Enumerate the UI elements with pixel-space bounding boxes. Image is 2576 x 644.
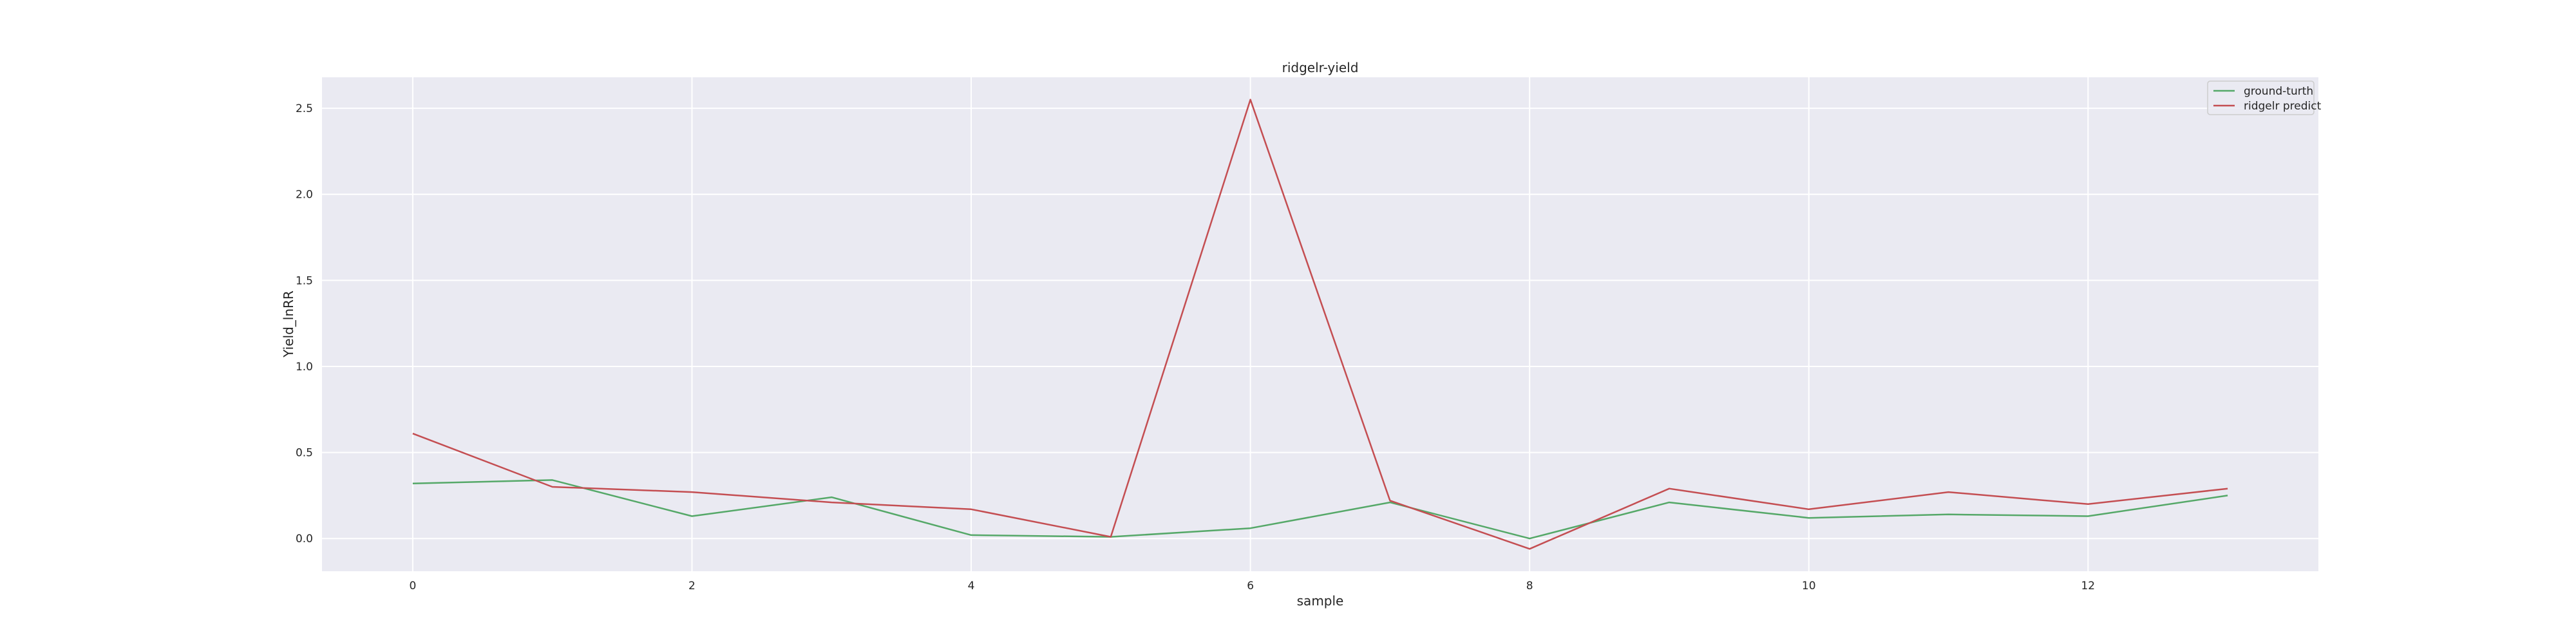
series-line-ground-turth xyxy=(412,479,2228,540)
legend: ground-turth ridgelr predict xyxy=(2207,80,2322,115)
x-tick-label: 12 xyxy=(2081,580,2095,592)
grid-lines xyxy=(322,77,2318,571)
y-tick-label: 2.0 xyxy=(296,189,313,202)
y-tick-label: 0.0 xyxy=(296,533,313,545)
x-tick-label: 8 xyxy=(1526,580,1533,592)
x-tick-labels: 0 2 4 6 8 10 12 xyxy=(409,580,2095,592)
x-tick-label: 10 xyxy=(1802,580,1816,592)
x-tick-label: 6 xyxy=(1247,580,1254,592)
y-tick-label: 0.5 xyxy=(296,447,313,460)
x-tick-label: 0 xyxy=(409,580,416,592)
y-tick-label: 2.5 xyxy=(296,102,313,115)
y-tick-label: 1.0 xyxy=(296,361,313,374)
legend-label-ground-turth: ground-turth xyxy=(2244,85,2313,98)
x-tick-label: 4 xyxy=(968,580,975,592)
series-layer xyxy=(412,99,2228,550)
chart-title: ridgelr-yield xyxy=(1282,60,1359,75)
y-tick-labels: 0.0 0.5 1.0 1.5 2.0 2.5 xyxy=(296,102,313,545)
x-axis-label: sample xyxy=(1297,593,1344,609)
x-tick-label: 2 xyxy=(688,580,696,592)
legend-label-ridgelr-predict: ridgelr predict xyxy=(2244,100,2322,113)
series-line-ridgelr-predict xyxy=(412,99,2228,550)
y-tick-label: 1.5 xyxy=(296,274,313,287)
plot-area xyxy=(322,77,2318,571)
y-axis-label: Yield_lnRR xyxy=(281,290,296,358)
